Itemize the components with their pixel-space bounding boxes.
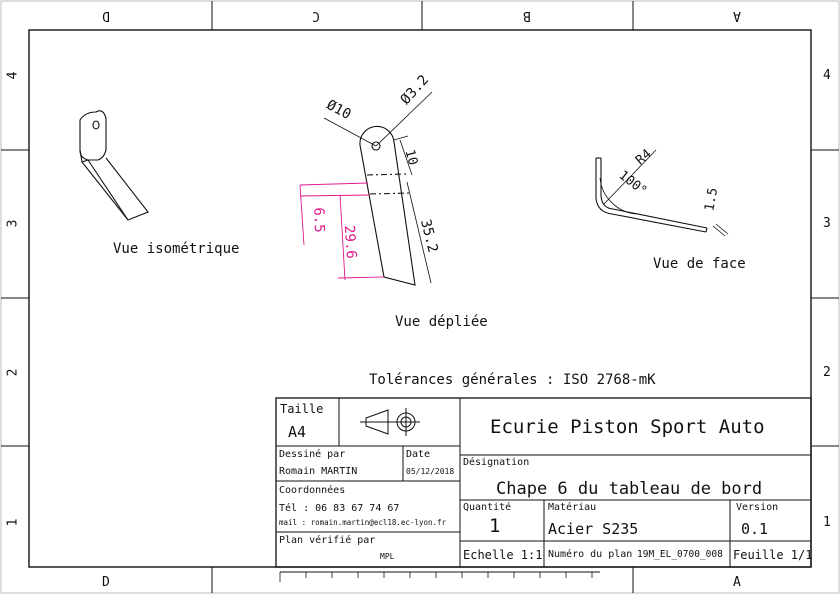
- contacts-label: Coordonnées: [279, 485, 346, 496]
- designation-value: Chape 6 du tableau de bord: [496, 479, 763, 499]
- front-view-label: Vue de face: [653, 256, 746, 272]
- zone-column-a-bottom: A: [733, 575, 741, 590]
- front-view-dimensions: [599, 149, 729, 237]
- quantity-label: Quantité: [463, 502, 512, 513]
- isometric-view-drawing: [79, 110, 149, 221]
- date-value: 05/12/2018: [406, 467, 455, 476]
- material-label: Matériau: [548, 502, 597, 513]
- zone-row-1-left: 1: [5, 518, 21, 527]
- zone-column-d-bottom: D: [102, 575, 110, 590]
- drawn-by-label: Dessiné par: [279, 449, 346, 460]
- plan-number-label: Numéro du plan: [548, 549, 633, 560]
- designation-label: Désignation: [463, 457, 530, 468]
- title-block-frame: [275, 397, 812, 568]
- material-value: Acier S235: [548, 520, 639, 538]
- plan-number-value: 19M_EL_0700_008: [637, 549, 723, 560]
- sheet-number: Feuille 1/1: [733, 548, 813, 562]
- unfolded-view-highlight-dimensions: [299, 182, 385, 281]
- dimension-length-29-6: 29.6: [340, 224, 360, 260]
- zone-column-a-top: A: [733, 8, 741, 23]
- unfolded-view-drawing: [359, 125, 416, 286]
- checked-by-value: MPL: [380, 552, 395, 561]
- zone-row-2-right: 2: [823, 365, 831, 380]
- zone-row-1-right: 1: [823, 515, 831, 530]
- size-value: A4: [288, 423, 307, 441]
- version-value: 0.1: [741, 520, 769, 538]
- zone-row-4-right: 4: [823, 68, 831, 83]
- unfolded-view-dimensions: [323, 91, 433, 284]
- unfolded-view-label: Vue dépliée: [395, 314, 488, 330]
- size-label: Taille: [280, 402, 324, 416]
- zone-column-b-top: B: [523, 8, 531, 23]
- zone-column-d-top: D: [102, 8, 110, 23]
- zone-row-3-left: 3: [5, 219, 21, 228]
- zone-row-3-right: 3: [823, 216, 831, 231]
- dimension-length-6-5: 6.5: [310, 207, 328, 233]
- isometric-view-label: Vue isométrique: [113, 241, 240, 257]
- quantity-value: 1: [489, 515, 501, 537]
- checked-by-label: Plan vérifié par: [279, 535, 376, 546]
- drawn-by-value: Romain MARTIN: [279, 466, 358, 477]
- company-name: Ecurie Piston Sport Auto: [490, 416, 765, 438]
- projection-symbol-icon: [360, 408, 420, 436]
- zone-column-c-top: C: [312, 8, 320, 23]
- email-address: mail : romain.martin@ecl18.ec-lyon.fr: [279, 518, 447, 527]
- front-view-drawing: [595, 157, 708, 233]
- phone-number: Tél : 06 83 67 74 67: [279, 503, 400, 514]
- date-label: Date: [406, 449, 431, 460]
- zone-row-2-left: 2: [5, 368, 21, 377]
- general-tolerances: Tolérances générales : ISO 2768-mK: [369, 372, 656, 388]
- zone-row-4-left: 4: [5, 71, 21, 80]
- scale: Echelle 1:1: [463, 548, 543, 562]
- version-label: Version: [736, 502, 779, 513]
